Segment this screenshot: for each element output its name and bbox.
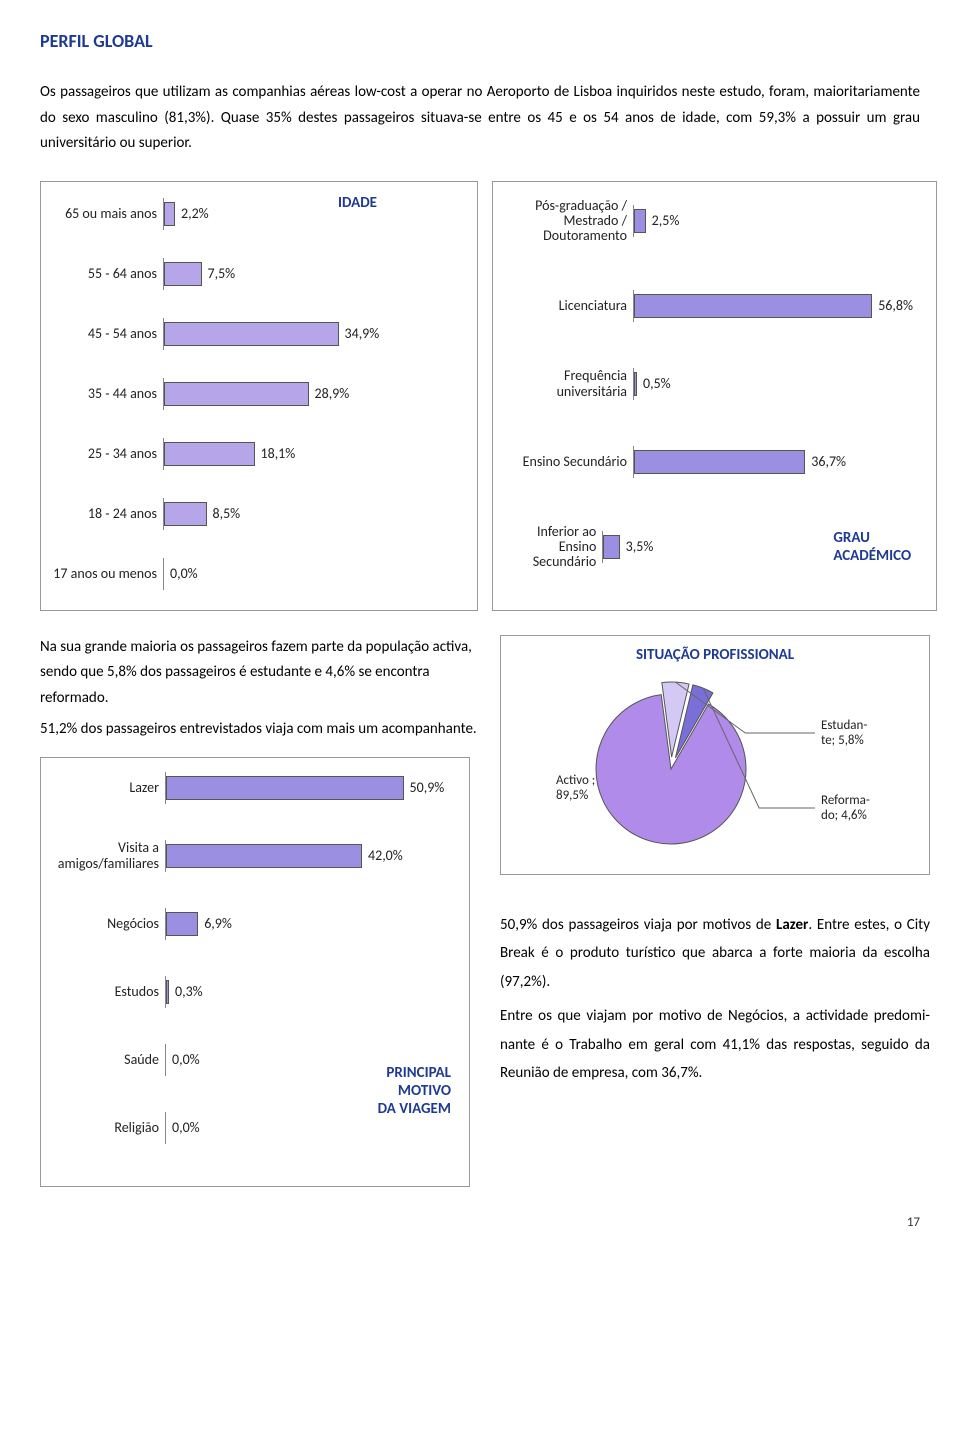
bar-label: 17 anos ou menos [51, 566, 163, 581]
bar-label: 25 - 34 anos [51, 446, 163, 461]
bar-row: Estudos 0,3% [53, 976, 457, 1008]
bar-row: Ensino Secundário 36,7% [503, 446, 922, 478]
pie-label: te; 5,8% [821, 733, 864, 748]
pie-label: 89,5% [556, 788, 588, 803]
bar-label: Visita a amigos/familiares [53, 840, 165, 871]
br-p1a: 50,9% dos passageiros viaja por motivos … [500, 916, 776, 934]
bottom-right-text: 50,9% dos passageiros viaja por motivos … [500, 905, 930, 1088]
bar-label: Inferior ao Ensino Secundário [503, 524, 602, 570]
bar-label: 18 - 24 anos [51, 506, 163, 521]
bar-value: 34,9% [345, 325, 380, 342]
bar-row: 17 anos ou menos 0,0% [51, 558, 463, 590]
bar-label: Pós-graduação / Mestrado / Doutoramento [503, 198, 633, 244]
bar-row: 65 ou mais anos 2,2% [51, 198, 463, 230]
bar-row: 18 - 24 anos 8,5% [51, 498, 463, 530]
bar-rect [164, 382, 309, 406]
bar-value: 36,7% [811, 453, 846, 470]
bar-label: Frequência universitária [503, 368, 633, 399]
bar-row: 55 - 64 anos 7,5% [51, 258, 463, 290]
bar-value: 0,0% [170, 565, 198, 582]
bar-label: Ensino Secundário [503, 454, 633, 469]
middle-left-column: Na sua grande maioria os passageiros faz… [40, 635, 480, 1187]
mid-paragraph: Na sua grande maioria os passageiros faz… [40, 635, 480, 743]
grau-chart: Pós-graduação / Mestrado / Doutoramento 2… [492, 181, 937, 611]
bar-rect [164, 322, 339, 346]
bar-value: 56,8% [878, 297, 913, 314]
pie-label: Estudan- [821, 718, 867, 733]
bar-value: 28,9% [315, 385, 350, 402]
bar-rect [166, 776, 404, 800]
bar-row: Inferior ao Ensino Secundário 3,5% GRAU AC… [503, 524, 922, 570]
bar-row: Visita a amigos/familiares 42,0% [53, 840, 457, 872]
bar-label: 65 ou mais anos [51, 206, 163, 221]
bar-value: 2,5% [652, 212, 680, 229]
motivo-chart-title: PRINCIPALMOTIVODA VIAGEM [378, 1064, 451, 1118]
pie-chart: SITUAÇÃO PROFISSIONAL Activo ;89,5% Estud… [500, 635, 930, 875]
bar-rect [634, 450, 805, 474]
bar-label: 45 - 54 anos [51, 326, 163, 341]
bar-row: Negócios 6,9% [53, 908, 457, 940]
bar-rect [164, 202, 175, 226]
bar-row: 35 - 44 anos 28,9% [51, 378, 463, 410]
bar-row: Frequência universitária 0,5% [503, 368, 922, 400]
bar-label: 35 - 44 anos [51, 386, 163, 401]
page-number: 17 [40, 1215, 920, 1230]
bar-row: 45 - 54 anos 34,9% [51, 318, 463, 350]
bar-value: 2,2% [181, 205, 209, 222]
intro-paragraph: Os passageiros que utilizam as companhia… [40, 80, 920, 157]
top-charts-row: IDADE 65 ou mais anos2,2%55 - 64 anos7,5… [40, 181, 920, 611]
bar-rect [634, 294, 872, 318]
bar-rect [634, 209, 646, 233]
br-p1b: Lazer [776, 916, 808, 934]
bar-rect [166, 980, 169, 1004]
bar-label: 55 - 64 anos [51, 266, 163, 281]
pie-chart-title: SITUAÇÃO PROFISSIONAL [511, 646, 919, 664]
bar-value: 42,0% [368, 847, 403, 864]
br-p2: Entre os que viajam por motivo de Negóci… [500, 1002, 930, 1088]
bar-value: 0,0% [172, 1119, 200, 1136]
pie-svg: Activo ;89,5% Estudan-te; 5,8% Reforma-do;… [511, 674, 919, 854]
bar-row: 25 - 34 anos 18,1% [51, 438, 463, 470]
pie-label: Activo ; [556, 773, 595, 788]
bar-value: 18,1% [261, 445, 296, 462]
bar-label: Religião [53, 1120, 165, 1135]
bar-rect [166, 844, 362, 868]
bar-rect [164, 442, 255, 466]
bar-rect [603, 535, 619, 559]
bar-label: Saúde [53, 1052, 165, 1067]
bar-value: 0,3% [175, 983, 203, 1000]
bar-rect [164, 502, 207, 526]
bar-row: Pós-graduação / Mestrado / Doutoramento 2… [503, 198, 922, 244]
middle-right-column: SITUAÇÃO PROFISSIONAL Activo ;89,5% Estud… [500, 635, 930, 1088]
bar-value: 3,5% [626, 538, 654, 555]
bar-value: 0,5% [643, 375, 671, 392]
bar-rect [164, 262, 202, 286]
bar-rect [634, 372, 637, 396]
bar-label: Lazer [53, 780, 165, 795]
bar-row: Lazer 50,9% [53, 772, 457, 804]
pie-label: do; 4,6% [821, 808, 867, 823]
motivo-chart: Lazer 50,9% Visita a amigos/familiares 42,0… [40, 757, 470, 1187]
bar-value: 0,0% [172, 1051, 200, 1068]
pie-label: Reforma- [821, 793, 870, 808]
bar-rect [166, 912, 198, 936]
bar-value: 7,5% [208, 265, 236, 282]
page-title: PERFIL GLOBAL [40, 30, 920, 52]
chart-title: GRAU ACADÉMICO [833, 529, 922, 565]
bar-value: 8,5% [213, 505, 241, 522]
bar-label: Negócios [53, 916, 165, 931]
middle-row: Na sua grande maioria os passageiros faz… [40, 635, 920, 1187]
bar-label: Licenciatura [503, 298, 633, 313]
bar-label: Estudos [53, 984, 165, 999]
bar-row: Licenciatura 56,8% [503, 290, 922, 322]
age-chart: IDADE 65 ou mais anos2,2%55 - 64 anos7,5… [40, 181, 478, 611]
bar-value: 50,9% [410, 779, 445, 796]
bar-value: 6,9% [204, 915, 232, 932]
